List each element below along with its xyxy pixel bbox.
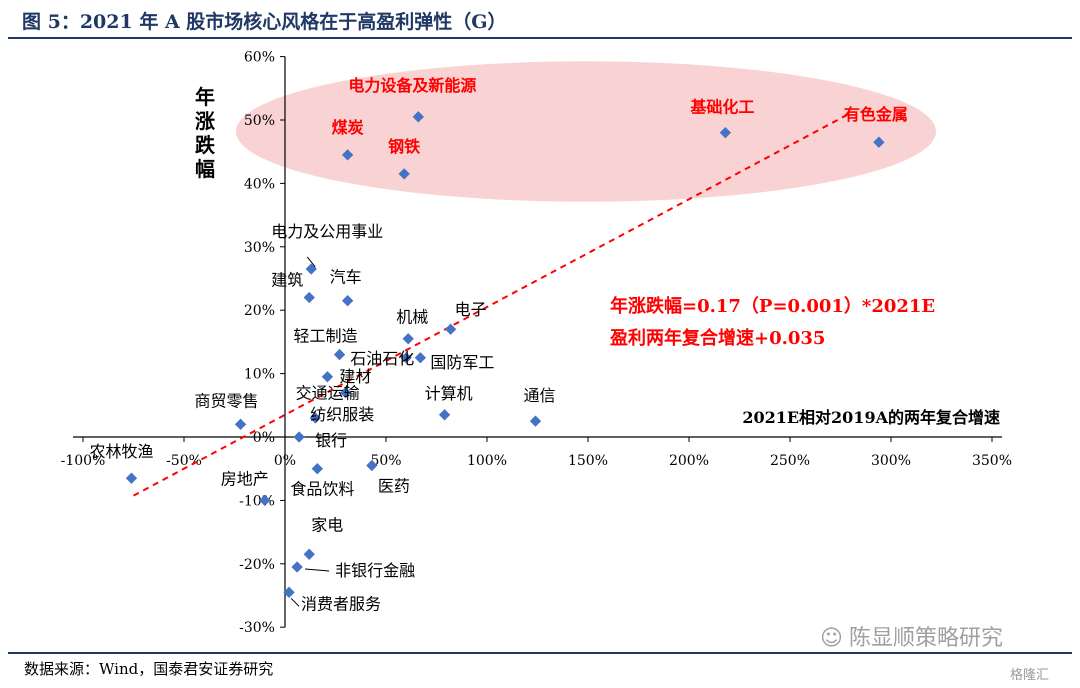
- point-label: 通信: [523, 386, 555, 405]
- data-point: [398, 168, 410, 180]
- data-point: [402, 333, 414, 345]
- y-tick-label: -10%: [239, 493, 275, 509]
- y-tick-label: -20%: [239, 557, 275, 573]
- highlight-ellipse: [235, 61, 937, 202]
- data-point: [303, 548, 315, 560]
- point-label: 轻工制造: [294, 327, 358, 346]
- y-tick-label: 0%: [253, 430, 275, 446]
- y-tick-label: 30%: [244, 240, 275, 256]
- data-point: [444, 323, 457, 335]
- point-label: 食品饮料: [290, 480, 354, 499]
- data-point: [333, 348, 346, 361]
- y-tick-label: 20%: [244, 303, 275, 319]
- x-tick-label: 300%: [871, 453, 911, 469]
- point-label: 银行: [315, 431, 347, 450]
- data-point: [414, 352, 426, 364]
- y-axis-label: 年涨跌幅: [195, 85, 216, 181]
- x-tick-label: 100%: [467, 453, 507, 469]
- point-label: 建筑: [271, 271, 303, 290]
- point-label: 有色金属: [844, 105, 908, 124]
- data-point: [311, 463, 323, 475]
- wechat-account: 陈显顺策略研究: [848, 626, 1003, 651]
- point-label: 电子: [455, 300, 487, 319]
- y-tick-label: 10%: [244, 367, 275, 383]
- regression-equation-line1: 年涨跌幅=0.17（P=0.001）*2021E: [610, 295, 935, 317]
- data-source: 数据来源：Wind，国泰君安证券研究: [24, 660, 274, 678]
- data-point: [873, 136, 885, 148]
- point-label: 电力及公用事业: [271, 222, 383, 241]
- data-point: [719, 127, 732, 139]
- y-tick-label: 60%: [244, 50, 275, 66]
- data-point: [341, 149, 354, 161]
- point-label: 家电: [311, 515, 343, 534]
- data-point: [303, 291, 315, 304]
- label-leader-line: [401, 357, 409, 363]
- gelonghui-watermark: 格隆汇: [1010, 668, 1050, 683]
- point-label: 钢铁: [388, 137, 420, 156]
- title-bar: 图 5：2021 年 A 股市场核心风格在于高盈利弹性（G）: [0, 0, 1080, 40]
- data-point: [438, 409, 451, 421]
- point-label: 交通运输: [296, 384, 360, 403]
- regression-line: [133, 112, 852, 497]
- data-point: [529, 415, 542, 427]
- point-label: 纺织服装: [310, 405, 374, 424]
- data-point: [309, 412, 321, 424]
- data-point: [339, 386, 352, 399]
- footer-divider: [8, 652, 1072, 654]
- x-tick-label: 50%: [370, 453, 401, 469]
- x-tick-label: 0%: [274, 453, 296, 469]
- data-point: [283, 586, 295, 598]
- x-tick-label: 150%: [568, 453, 608, 469]
- data-point: [321, 371, 334, 383]
- point-label: 商贸零售: [195, 391, 259, 410]
- point-label: 房地产: [221, 469, 269, 488]
- y-tick-label: -30%: [239, 620, 275, 636]
- point-label: 计算机: [425, 384, 473, 403]
- point-label: 汽车: [330, 268, 362, 287]
- x-tick-label: 350%: [972, 453, 1012, 469]
- x-axis-label: 2021E相对2019A的两年复合增速: [742, 408, 1000, 427]
- data-point: [234, 418, 247, 430]
- data-point: [305, 263, 317, 275]
- wechat-icon: ☺: [820, 626, 843, 651]
- regression-equation-line2: 盈利两年复合增速+0.035: [609, 327, 825, 349]
- point-label: 农林牧渔: [89, 442, 153, 461]
- point-label: 电力设备及新能源: [348, 76, 476, 95]
- data-point: [125, 472, 138, 484]
- x-tick-label: 200%: [669, 453, 709, 469]
- x-tick-label: -100%: [61, 453, 106, 469]
- data-point: [341, 295, 354, 307]
- y-tick-label: 40%: [244, 176, 275, 192]
- label-leader-line: [306, 256, 316, 268]
- scatter-chart: -100% -50% 0% 50% 100% 150% 200% 250% 300% 350%-3…: [61, 50, 1012, 637]
- point-label: 国防军工: [430, 353, 494, 372]
- point-label: 医药: [378, 477, 410, 496]
- y-tick-label: 50%: [244, 113, 275, 129]
- data-point: [259, 494, 271, 507]
- point-label: 消费者服务: [301, 594, 381, 613]
- point-label: 机械: [396, 308, 428, 327]
- figure-title: 图 5：2021 年 A 股市场核心风格在于高盈利弹性（G）: [22, 11, 507, 33]
- title-divider: [8, 37, 1072, 39]
- label-leader-line: [290, 597, 300, 607]
- point-label: 石油石化: [350, 349, 414, 368]
- label-leader-line: [305, 568, 330, 572]
- point-label: 基础化工: [689, 98, 754, 117]
- data-point: [291, 561, 303, 573]
- wechat-watermark: ☺ 陈显顺策略研究: [820, 620, 1003, 652]
- point-label: 非银行金融: [335, 561, 415, 580]
- point-label: 煤炭: [332, 118, 364, 137]
- data-point: [366, 459, 378, 472]
- data-point: [293, 431, 305, 443]
- x-tick-label: 250%: [770, 453, 810, 469]
